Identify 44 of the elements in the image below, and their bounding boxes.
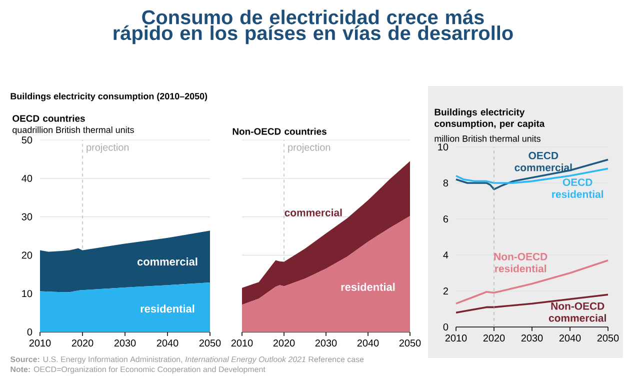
x-tick-label: 2010: [231, 340, 253, 347]
y-tick-label: 50: [22, 136, 32, 144]
y-tick-label: 10: [438, 143, 448, 151]
chart-title: OECD countries: [12, 114, 85, 122]
y-tick-label: 20: [22, 252, 32, 259]
series-label: residential: [140, 304, 194, 313]
x-tick-label: 2040: [357, 340, 379, 347]
x-tick-label: 2050: [597, 334, 619, 342]
x-tick-label: 2010: [29, 340, 51, 347]
y-tick-label: 10: [22, 290, 32, 298]
series-label: Non-OECD residential: [494, 252, 548, 272]
x-tick-label: 2030: [315, 340, 337, 347]
y-tick-label: 2: [443, 288, 448, 294]
y-tick-label: 40: [22, 174, 32, 182]
series-label: Non-OECD commercial: [548, 302, 606, 322]
x-tick-label: 2020: [273, 340, 295, 347]
x-tick-label: 2050: [199, 340, 221, 347]
x-tick-label: 2020: [483, 334, 505, 342]
x-tick-label: 2040: [559, 334, 581, 342]
ref-line-label: projection: [288, 144, 330, 153]
x-tick-label: 2030: [114, 340, 136, 347]
chart-title: Non-OECD countries: [232, 128, 326, 135]
series-label: OECD residential: [552, 178, 604, 198]
series-label: OECD commercial: [514, 152, 572, 172]
series-label: residential: [341, 282, 395, 291]
x-tick-label: 2010: [445, 334, 467, 342]
text: Consumo de electricidad crece más rápido en los países en vías de desarrollo: [114, 10, 513, 44]
y-axis-title: million British thermal units: [434, 135, 540, 142]
y-tick-label: 0: [27, 328, 32, 336]
text: Buildings electricity consumption (2010–2050): [10, 92, 208, 102]
x-tick-label: 2040: [156, 340, 178, 347]
y-axis-title: quadrillion British thermal units: [12, 126, 134, 135]
y-tick-label: 30: [22, 213, 32, 220]
series-label: commercial: [284, 208, 342, 216]
y-tick-label: 8: [443, 179, 448, 187]
x-tick-label: 2020: [72, 340, 94, 347]
y-tick-label: 6: [443, 215, 448, 223]
series-label: commercial: [137, 258, 198, 266]
y-tick-label: 0: [443, 323, 448, 331]
x-tick-label: 2030: [521, 334, 543, 342]
x-tick-label: 2050: [399, 340, 421, 347]
y-tick-label: 4: [443, 252, 448, 258]
chart-title: Buildings electricity consumption, per capita: [434, 108, 545, 129]
ref-line-label: projection: [86, 144, 129, 153]
